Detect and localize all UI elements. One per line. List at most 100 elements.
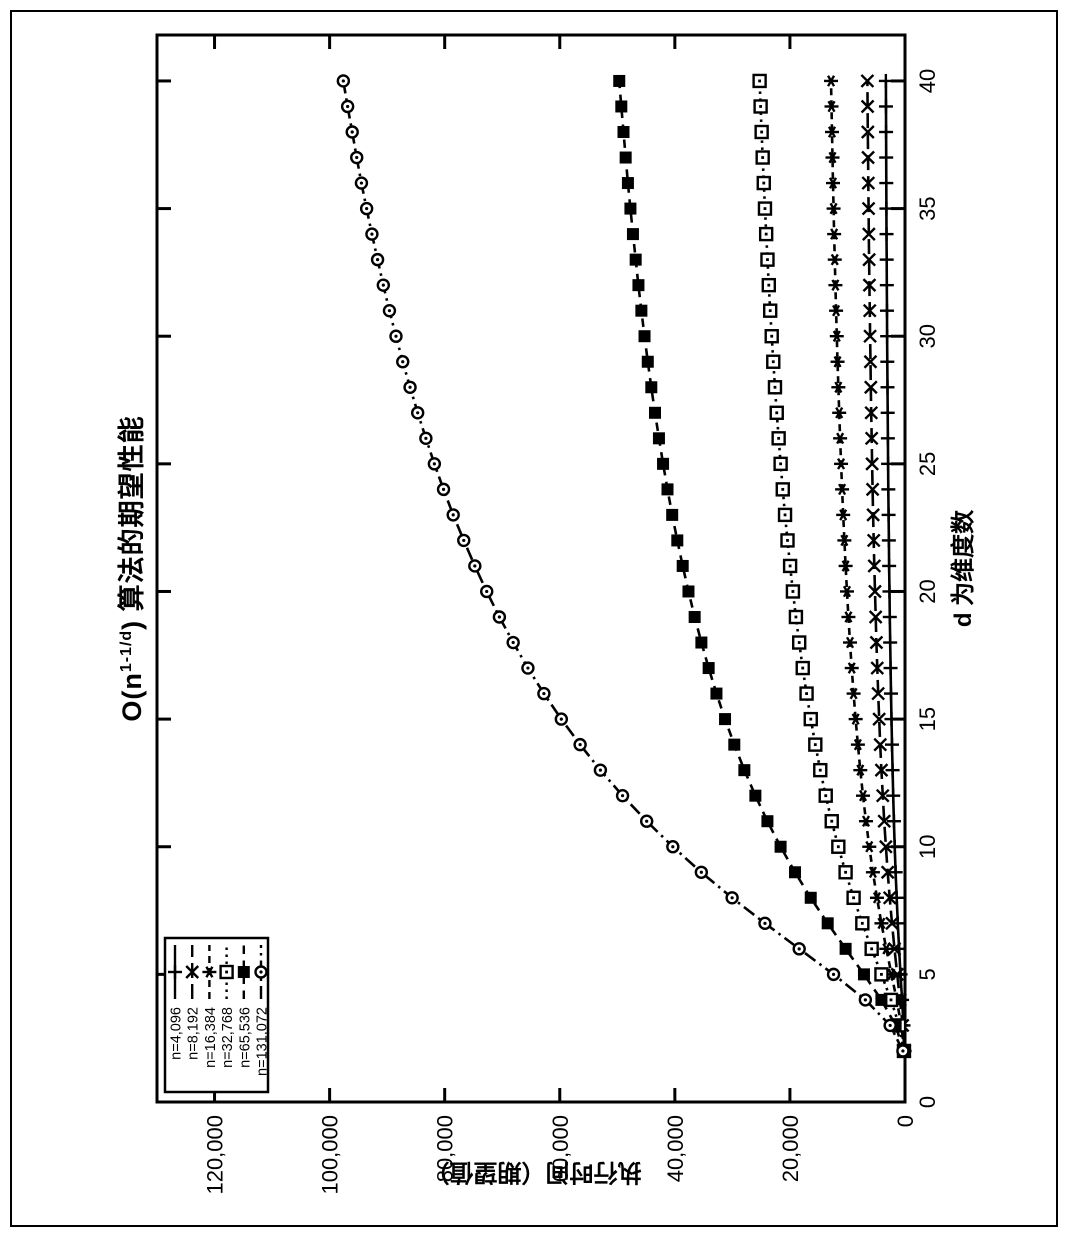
marker-cross xyxy=(873,737,888,752)
marker-square-filled xyxy=(621,177,634,190)
marker-circle-open xyxy=(336,74,351,88)
marker-plus xyxy=(880,380,895,395)
marker-plus xyxy=(886,814,901,829)
marker-circle-open xyxy=(758,916,772,931)
marker-circle-open xyxy=(554,712,569,726)
marker-square-open xyxy=(788,609,804,625)
marker-square-filled xyxy=(657,457,670,470)
marker-plus xyxy=(887,839,902,854)
marker-asterisk xyxy=(202,966,217,978)
x-tick-label: 10 xyxy=(915,834,940,858)
legend: n=4,096 n=8,192 n=16,384 n=32,768 n=65,536 n=… xyxy=(163,936,271,1094)
marker-square-open xyxy=(803,711,818,727)
marker-square-filled xyxy=(857,968,870,981)
marker-square-filled xyxy=(641,355,654,368)
marker-plus xyxy=(880,329,895,344)
marker-plus xyxy=(884,737,899,752)
marker-circle-open xyxy=(389,329,403,343)
marker-plus xyxy=(880,354,895,369)
marker-square-open xyxy=(795,660,810,676)
marker-asterisk xyxy=(838,560,853,572)
marker-circle-open xyxy=(506,635,520,650)
marker-cross xyxy=(869,635,884,650)
marker-square-open xyxy=(777,507,793,523)
marker-circle-open xyxy=(883,1018,897,1033)
marker-plus xyxy=(879,201,894,216)
marker-square-filled xyxy=(645,381,658,394)
marker-cross xyxy=(863,329,877,344)
legend-entry-label: n=8,192 xyxy=(186,1007,202,1060)
marker-square-open xyxy=(846,890,861,905)
marker-asterisk xyxy=(846,687,861,700)
y-tick-label: 60,000 xyxy=(548,1115,573,1182)
marker-circle-open xyxy=(792,942,806,956)
marker-square-filled xyxy=(624,202,637,215)
y-tick-label: 0 xyxy=(893,1115,918,1127)
marker-circle-open xyxy=(573,737,587,752)
marker-square-open xyxy=(775,482,790,497)
series-n=65,536 xyxy=(613,74,910,1057)
marker-circle-open xyxy=(365,227,379,241)
marker-plus xyxy=(880,431,895,446)
marker-asterisk xyxy=(837,534,852,547)
marker-plus xyxy=(881,507,896,522)
marker-square-filled xyxy=(702,662,715,675)
marker-square-filled xyxy=(666,508,679,521)
marker-cross xyxy=(863,380,878,395)
marker-square-open xyxy=(791,635,807,650)
marker-plus xyxy=(168,965,182,979)
marker-square-filled xyxy=(648,406,661,419)
plot-frame xyxy=(155,33,907,1104)
marker-circle-open xyxy=(480,584,494,599)
marker-circle-open xyxy=(254,965,268,979)
marker-square-open xyxy=(767,380,783,395)
marker-cross xyxy=(864,431,879,446)
marker-cross xyxy=(861,150,875,165)
x-tick-label: 35 xyxy=(915,196,940,220)
marker-cross xyxy=(862,278,877,293)
marker-square-open xyxy=(831,839,846,854)
marker-square-open xyxy=(813,762,828,778)
marker-cross xyxy=(874,763,889,778)
marker-asterisk xyxy=(829,330,844,343)
marker-cross xyxy=(867,559,882,573)
y-tick-label: 80,000 xyxy=(433,1115,458,1182)
marker-asterisk xyxy=(827,253,842,266)
marker-circle-open xyxy=(419,431,433,446)
marker-cross xyxy=(866,533,881,548)
marker-square-open xyxy=(773,456,788,472)
marker-cross xyxy=(860,125,875,139)
marker-cross xyxy=(870,661,885,675)
marker-asterisk xyxy=(843,636,858,649)
y-tick-label: 100,000 xyxy=(318,1115,343,1195)
x-tick-label: 40 xyxy=(915,69,940,93)
marker-square-open xyxy=(754,124,769,140)
marker-square-open xyxy=(755,150,770,165)
marker-asterisk xyxy=(827,228,842,240)
marker-square-open xyxy=(764,329,779,344)
x-tick-label: 30 xyxy=(915,324,940,348)
marker-square-filled xyxy=(719,713,732,726)
y-axis-ticks: 0 20,000 40,000 60,000 80,000 100,000 120,000 xyxy=(203,35,918,1195)
marker-cross xyxy=(861,176,876,190)
marker-asterisk xyxy=(826,202,841,215)
marker-cross xyxy=(865,482,880,497)
marker-cross xyxy=(866,508,880,522)
marker-circle-open xyxy=(370,252,385,267)
marker-square-filled xyxy=(237,966,250,978)
marker-cross xyxy=(880,865,895,880)
marker-plus xyxy=(881,456,896,471)
marker-asterisk xyxy=(853,764,868,776)
marker-plus xyxy=(879,125,894,139)
series-line xyxy=(342,80,905,1052)
marker-cross xyxy=(868,584,882,599)
marker-circle-open xyxy=(359,201,374,216)
marker-asterisk xyxy=(874,917,889,930)
marker-square-open xyxy=(753,99,768,114)
marker-square-filled xyxy=(839,942,852,955)
marker-plus xyxy=(879,252,894,267)
marker-circle-open xyxy=(826,967,841,982)
marker-plus xyxy=(879,227,894,242)
